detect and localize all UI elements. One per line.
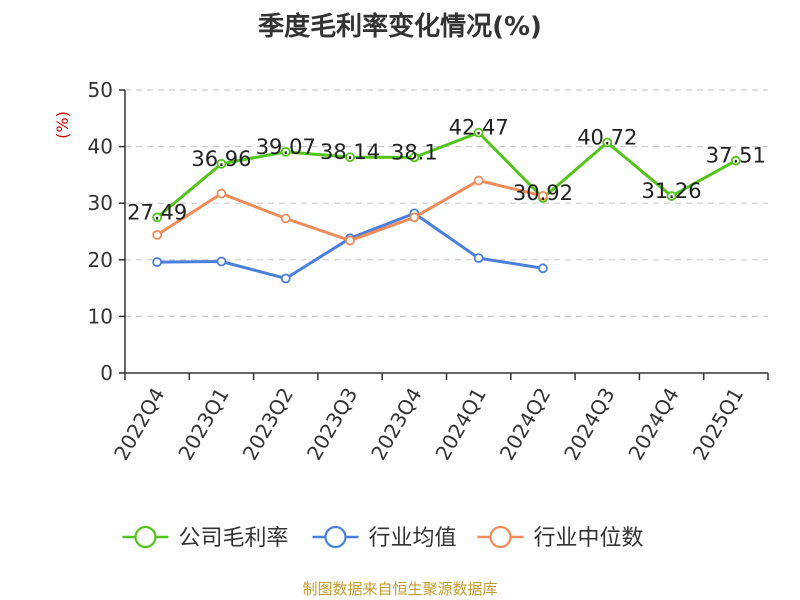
legend[interactable]: 公司毛利率 行业均值 行业中位数	[122, 525, 644, 551]
data-point-series-2	[473, 253, 484, 264]
source-note: 制图数据来自恒生聚源数据库	[302, 580, 498, 598]
data-point-series-1	[216, 158, 227, 169]
x-tick-label: 2024Q4	[623, 384, 683, 465]
data-point-series-3	[473, 175, 484, 186]
data-point-series-3	[216, 188, 227, 199]
data-label: 27.49	[127, 200, 187, 224]
data-label: 31.26	[641, 179, 701, 203]
data-point-series-3	[280, 213, 291, 224]
data-point-series-3	[409, 212, 420, 223]
data-point-series-1	[602, 137, 613, 148]
x-tick-label: 2025Q1	[688, 384, 748, 465]
x-tick-label: 2024Q1	[431, 384, 491, 465]
data-point-series-3	[152, 229, 163, 240]
x-tick-label: 2024Q3	[559, 384, 619, 465]
data-point-series-1	[152, 212, 163, 223]
data-label: 39.07	[256, 135, 316, 159]
data-point-series-3	[538, 190, 548, 201]
legend-item-3[interactable]: 行业中位数	[477, 525, 644, 551]
legend-item-2[interactable]: 行业均值	[312, 525, 457, 551]
y-tick-label: 50	[88, 78, 113, 102]
series-line-3	[156, 179, 544, 243]
legend-label: 公司毛利率	[179, 526, 289, 551]
x-tick-label: 2023Q2	[238, 384, 298, 465]
data-point-series-1	[730, 155, 741, 166]
legend-marker-icon	[324, 525, 347, 549]
data-point-series-1	[409, 152, 420, 163]
legend-marker-icon	[134, 525, 157, 549]
data-point-series-1	[666, 191, 677, 201]
data-point-series-2	[216, 256, 227, 267]
series-line-1	[156, 131, 737, 219]
x-tick-label: 2024Q2	[495, 384, 555, 465]
data-point-series-1	[345, 152, 355, 163]
data-label: 36.96	[191, 147, 251, 171]
y-tick-label: 10	[88, 304, 113, 328]
series-line-2	[157, 211, 544, 280]
data-label: 30.92	[513, 181, 573, 205]
y-tick-label: 30	[88, 191, 113, 215]
y-axis-unit-label: (%)	[53, 111, 72, 139]
data-label: 42.47	[449, 116, 509, 140]
x-tick-label: 2023Q4	[366, 384, 426, 465]
data-point-series-3	[345, 235, 355, 246]
y-tick-label: 20	[88, 248, 113, 272]
data-label: 38.14	[320, 140, 380, 164]
y-tick-label: 40	[88, 135, 113, 159]
data-point-series-2	[538, 263, 548, 274]
legend-label: 行业中位数	[534, 526, 644, 551]
series-lines	[152, 127, 741, 284]
y-tick-label: 0	[100, 361, 113, 385]
legend-marker-icon	[489, 525, 512, 549]
data-point-series-2	[280, 273, 291, 284]
data-point-series-1	[473, 127, 484, 138]
chart-title: 季度毛利率变化情况(%)	[258, 12, 542, 42]
legend-label: 行业均值	[369, 526, 457, 551]
x-tick-label: 2023Q3	[302, 384, 362, 465]
data-point-series-1	[280, 146, 291, 157]
data-label: 40.72	[577, 126, 637, 150]
x-tick-label: 2023Q1	[173, 384, 233, 465]
data-label: 38.1	[391, 140, 438, 164]
gridlines	[125, 89, 768, 317]
x-tick-label: 2022Q4	[109, 384, 169, 465]
legend-item-1[interactable]: 公司毛利率	[122, 525, 289, 551]
data-labels: 27.49 36.96 39.07 38.14 38.1 42.47 30.92 40.72 3…	[127, 116, 766, 225]
data-label: 37.51	[706, 144, 766, 168]
data-point-series-2	[152, 257, 163, 267]
